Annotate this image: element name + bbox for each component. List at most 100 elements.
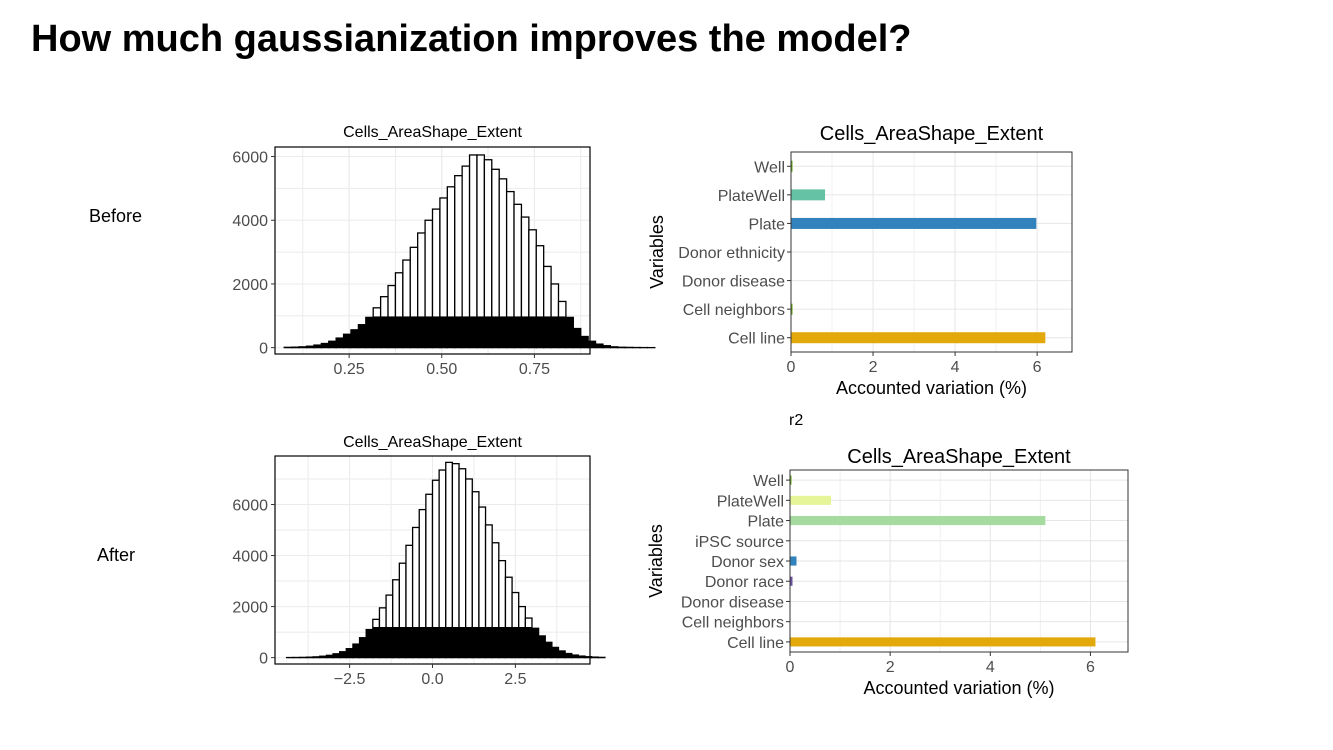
hist-bar-filled <box>545 642 553 658</box>
variation-bar <box>791 217 1037 229</box>
hist-bar-filled <box>328 341 337 348</box>
hist-bar-filled <box>402 316 411 348</box>
hist-bar-filled <box>585 656 593 658</box>
bar-category-label: Donor disease <box>682 274 785 291</box>
hist-title: Cells_AreaShape_Extent <box>343 434 522 451</box>
hist-bar-filled <box>465 626 473 658</box>
hist-bar-filled <box>352 644 360 658</box>
hist-bar-filled <box>343 334 352 348</box>
variation-bar <box>791 332 1046 344</box>
bar-title: Cells_AreaShape_Extent <box>820 123 1044 145</box>
hist-bar-filled <box>558 316 567 348</box>
hist-bar-filled <box>521 316 530 348</box>
hist-bar-filled <box>602 345 611 348</box>
variation-bar <box>790 475 792 485</box>
variation-bar <box>790 576 793 586</box>
hist-bar-filled <box>536 316 545 348</box>
hist-bar-filled <box>514 316 522 348</box>
hist-y-tick-label: 4000 <box>232 213 268 230</box>
bar-x-tick-label: 4 <box>986 659 995 676</box>
bar-x-tick-label: 0 <box>787 359 796 376</box>
hist-bar-filled <box>392 626 400 658</box>
bar-category-label: Cell line <box>728 331 785 348</box>
hist-x-tick-label: 0.0 <box>421 671 443 688</box>
hist-bar-filled <box>395 316 404 348</box>
variation-bar <box>791 160 793 172</box>
hist-y-tick-label: 0 <box>259 341 268 358</box>
hist-bar-filled <box>372 626 380 658</box>
bar-category-label: Donor sex <box>711 554 784 571</box>
hist-bar-filled <box>478 626 486 658</box>
variation-bar <box>791 303 793 315</box>
hist-y-tick-label: 4000 <box>232 549 268 566</box>
hist-bar-filled <box>538 635 546 658</box>
hist-x-tick-label: 0.50 <box>426 361 457 378</box>
hist-bar-filled <box>306 346 315 348</box>
hist-bar-filled <box>565 653 573 658</box>
hist-bar-filled <box>484 316 493 348</box>
bar-x-axis-label: Accounted variation (%) <box>836 378 1027 398</box>
hist-bar-filled <box>573 328 582 348</box>
bar-category-label: Cell line <box>727 635 784 652</box>
hist-bar-filled <box>425 316 433 348</box>
hist-bar-filled <box>459 626 467 658</box>
bar-category-label: iPSC source <box>695 534 784 551</box>
bar-x-tick-label: 0 <box>786 659 795 676</box>
hist-bar-filled <box>591 657 599 658</box>
bar-category-label: Cell neighbors <box>682 615 784 632</box>
hist-bar-filled <box>380 316 389 348</box>
hist-bar-filled <box>528 316 537 348</box>
variation-bar <box>790 516 1046 526</box>
hist-y-tick-label: 2000 <box>232 277 268 294</box>
hist-y-tick-label: 6000 <box>232 150 268 167</box>
hist-bar-filled <box>447 316 456 348</box>
hist-bar-filled <box>339 651 347 658</box>
slide-title: How much gaussianization improves the mo… <box>31 18 912 60</box>
variation-bar <box>790 556 797 566</box>
hist-bar-filled <box>492 626 500 658</box>
hist-bar-filled <box>454 316 463 348</box>
hist-bar-filled <box>452 626 460 658</box>
hist-bar-filled <box>432 626 440 658</box>
bar-x-tick-label: 6 <box>1033 359 1042 376</box>
hist-bar-filled <box>558 650 566 658</box>
hist-bar-filled <box>485 626 493 658</box>
hist-bar-filled <box>506 316 515 348</box>
hist-title: Cells_AreaShape_Extent <box>343 124 522 141</box>
hist-bar-filled <box>565 317 574 348</box>
hist-bar-filled <box>571 655 579 658</box>
row-label-before: Before <box>89 206 143 226</box>
hist-bar-filled <box>512 626 520 658</box>
hist-bar-filled <box>321 343 330 348</box>
hist-bar-filled <box>476 316 485 348</box>
hist-bar-filled <box>379 626 387 658</box>
hist-x-tick-label: −2.5 <box>334 671 366 688</box>
hist-bar-filled <box>551 647 559 658</box>
hist-bar-filled <box>388 316 396 348</box>
hist-bar-filled <box>299 346 307 348</box>
hist-bar-filled <box>410 316 419 348</box>
hist-bar-filled <box>365 317 374 348</box>
hist-bar-filled <box>366 629 374 658</box>
bar-category-label: Plate <box>748 514 785 531</box>
hist-bar-filled <box>531 628 540 658</box>
bar-x-tick-label: 4 <box>951 359 960 376</box>
bar-y-axis-label: Variables <box>646 524 666 598</box>
hist-bar-filled <box>462 316 470 348</box>
hist-bar-filled <box>359 637 367 658</box>
bar-category-label: Donor ethnicity <box>678 245 785 262</box>
bar-category-label: Plate <box>749 216 786 233</box>
hist-bar-filled <box>399 626 407 658</box>
hist-bar-filled <box>313 656 321 658</box>
hist-bar-filled <box>578 656 586 658</box>
hist-bar-filled <box>499 316 508 348</box>
hist-bar-filled <box>469 316 478 348</box>
bar-category-label: Well <box>753 473 784 490</box>
hist-bar-filled <box>439 316 448 348</box>
hist-panel-border <box>274 146 591 355</box>
hist-bar-filled <box>425 626 433 658</box>
bar-title: Cells_AreaShape_Extent <box>847 446 1071 468</box>
hist-bar-filled <box>588 341 596 348</box>
hist-bar-filled <box>610 346 619 348</box>
